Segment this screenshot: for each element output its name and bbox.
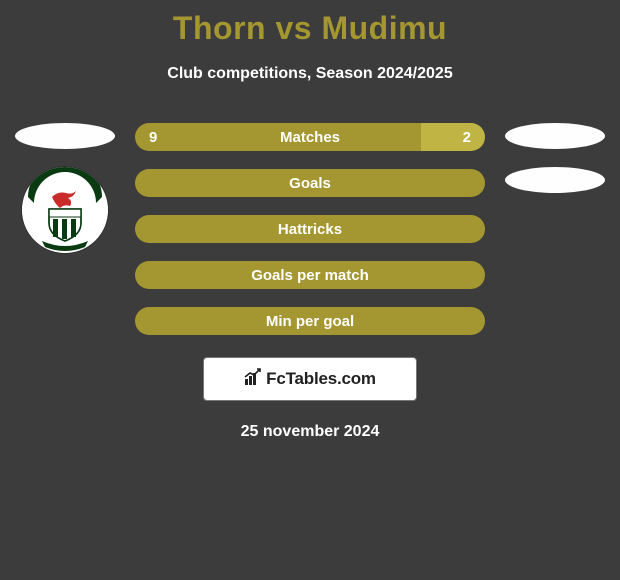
comparison-area: 125 YEARS 92Matches Goals Hattricks Goals p… bbox=[0, 123, 620, 335]
stat-row-hattricks: Hattricks bbox=[135, 215, 485, 243]
right-player-column bbox=[500, 123, 610, 193]
player-right-placeholder-2 bbox=[505, 167, 605, 193]
left-player-column: 125 YEARS bbox=[10, 123, 120, 253]
player-left-placeholder bbox=[15, 123, 115, 149]
stat-label: Min per goal bbox=[135, 307, 485, 335]
subtitle: Club competitions, Season 2024/2025 bbox=[0, 65, 620, 83]
stat-row-goals: Goals bbox=[135, 169, 485, 197]
stat-label: Hattricks bbox=[135, 215, 485, 243]
stat-bars: 92Matches Goals Hattricks Goals per match Mi… bbox=[135, 123, 485, 335]
stat-label: Goals per match bbox=[135, 261, 485, 289]
stat-row-min-per-goal: Min per goal bbox=[135, 307, 485, 335]
stat-label: Goals bbox=[135, 169, 485, 197]
club-crest-left: 125 YEARS bbox=[22, 167, 108, 253]
stat-right-value: 2 bbox=[421, 123, 485, 151]
date-text: 25 november 2024 bbox=[0, 423, 620, 441]
page-title: Thorn vs Mudimu bbox=[0, 0, 620, 47]
badge-text: FcTables.com bbox=[266, 369, 376, 389]
stat-left-value: 9 bbox=[135, 123, 421, 151]
source-badge: FcTables.com bbox=[203, 357, 417, 401]
badge-chart-icon bbox=[244, 368, 262, 391]
player-right-placeholder-1 bbox=[505, 123, 605, 149]
stat-row-goals-per-match: Goals per match bbox=[135, 261, 485, 289]
stat-row-matches: 92Matches bbox=[135, 123, 485, 151]
svg-text:125 YEARS: 125 YEARS bbox=[46, 184, 84, 191]
